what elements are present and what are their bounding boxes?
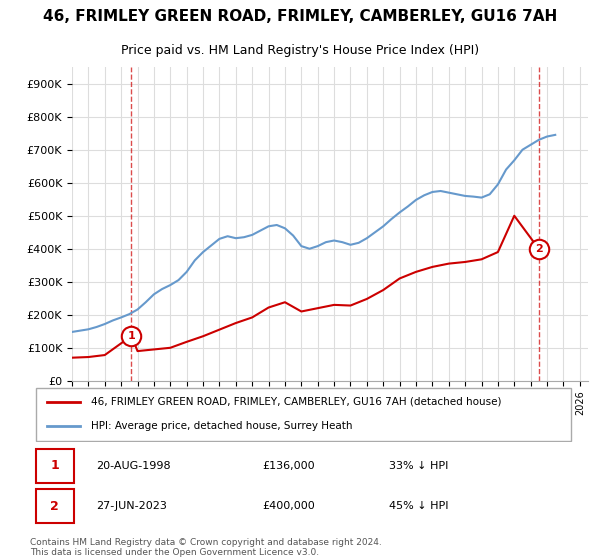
Text: 46, FRIMLEY GREEN ROAD, FRIMLEY, CAMBERLEY, GU16 7AH: 46, FRIMLEY GREEN ROAD, FRIMLEY, CAMBERL…: [43, 10, 557, 24]
Text: HPI: Average price, detached house, Surrey Heath: HPI: Average price, detached house, Surr…: [91, 421, 352, 431]
FancyBboxPatch shape: [35, 388, 571, 441]
Text: £400,000: £400,000: [262, 501, 314, 511]
Text: Price paid vs. HM Land Registry's House Price Index (HPI): Price paid vs. HM Land Registry's House …: [121, 44, 479, 57]
Text: 27-JUN-2023: 27-JUN-2023: [96, 501, 167, 511]
Text: 46, FRIMLEY GREEN ROAD, FRIMLEY, CAMBERLEY, GU16 7AH (detached house): 46, FRIMLEY GREEN ROAD, FRIMLEY, CAMBERL…: [91, 396, 501, 407]
Text: 1: 1: [50, 459, 59, 472]
Text: 33% ↓ HPI: 33% ↓ HPI: [389, 461, 448, 471]
Text: 1: 1: [128, 331, 136, 341]
Text: 2: 2: [535, 244, 542, 254]
Text: 20-AUG-1998: 20-AUG-1998: [96, 461, 171, 471]
FancyBboxPatch shape: [35, 449, 74, 483]
Text: Contains HM Land Registry data © Crown copyright and database right 2024.
This d: Contains HM Land Registry data © Crown c…: [30, 538, 382, 557]
Text: 45% ↓ HPI: 45% ↓ HPI: [389, 501, 448, 511]
Text: £136,000: £136,000: [262, 461, 314, 471]
Text: 2: 2: [50, 500, 59, 512]
FancyBboxPatch shape: [35, 489, 74, 523]
